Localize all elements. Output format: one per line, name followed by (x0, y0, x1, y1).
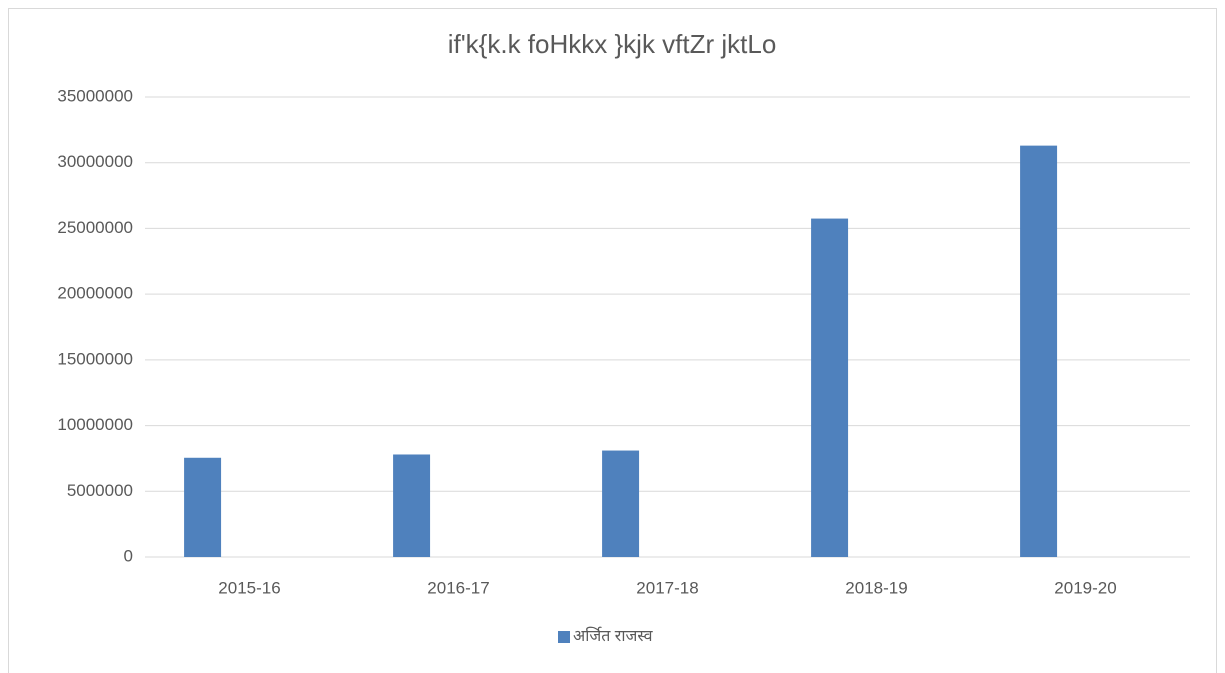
bar (811, 218, 849, 558)
chart-border (8, 8, 1217, 673)
y-tick-label: 0 (124, 546, 133, 565)
x-tick-label: 2016-17 (427, 578, 489, 597)
bar (184, 457, 222, 557)
x-tick-label: 2018-19 (845, 578, 907, 597)
legend-swatch (558, 631, 570, 643)
chart-title: if'k{k.k foHkkx }kjk vftZr jktLo (448, 29, 777, 59)
y-tick-label: 20000000 (57, 284, 133, 303)
y-tick-label: 30000000 (57, 152, 133, 171)
bar (393, 454, 431, 557)
y-tick-label: 25000000 (57, 218, 133, 237)
y-tick-label: 15000000 (57, 349, 133, 368)
x-tick-label: 2015-16 (218, 578, 280, 597)
y-tick-label: 5000000 (67, 481, 133, 500)
y-tick-label: 10000000 (57, 415, 133, 434)
x-tick-label: 2019-20 (1054, 578, 1116, 597)
legend-label: अर्जित राजस्व (573, 626, 654, 645)
y-tick-label: 35000000 (57, 86, 133, 105)
bar (1020, 145, 1058, 557)
bar (602, 450, 640, 557)
x-tick-label: 2017-18 (636, 578, 698, 597)
